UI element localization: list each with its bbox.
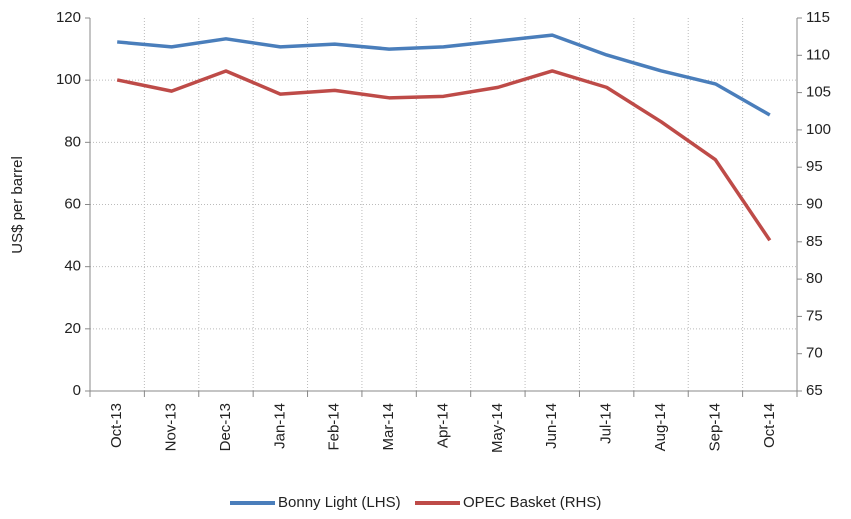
line-series — [117, 33, 771, 117]
y-tick-label: 20 — [64, 320, 81, 337]
x-tick-label: Oct-14 — [761, 403, 778, 448]
y-tick-label: 100 — [56, 71, 81, 88]
y2-tick-label: 100 — [806, 121, 831, 138]
x-tick-label: Jul-14 — [598, 403, 615, 444]
x-tick-label: Dec-13 — [217, 403, 234, 451]
y-tick-label: 40 — [64, 258, 81, 275]
y-tick-label: 80 — [64, 133, 81, 150]
x-tick-label: Jan-14 — [271, 403, 288, 449]
x-tick-label: Aug-14 — [652, 403, 669, 451]
y2-tick-label: 75 — [806, 307, 823, 324]
x-tick-label: Sep-14 — [706, 403, 723, 451]
y-tick-label: 0 — [73, 382, 81, 399]
line-series — [116, 69, 772, 242]
y2-tick-label: 95 — [806, 158, 823, 175]
y2-tick-label: 70 — [806, 345, 823, 362]
y2-tick-label: 110 — [806, 46, 830, 63]
x-tick-label: May-14 — [489, 403, 506, 453]
y2-tick-label: 85 — [806, 233, 823, 250]
legend-label: OPEC Basket (RHS) — [463, 494, 601, 511]
x-tick-label: Nov-13 — [163, 403, 180, 451]
y-axis-label: US$ per barrel — [9, 156, 26, 254]
y-tick-label: 60 — [64, 195, 81, 212]
legend-label: Bonny Light (LHS) — [278, 494, 401, 511]
x-tick-label: Oct-13 — [108, 403, 125, 448]
x-tick-label: Apr-14 — [434, 403, 451, 448]
y2-tick-label: 80 — [806, 270, 823, 287]
x-tick-label: Mar-14 — [380, 403, 397, 451]
y-tick-label: 120 — [56, 9, 81, 26]
y2-tick-label: 115 — [806, 9, 830, 26]
x-tick-label: Feb-14 — [326, 403, 343, 451]
x-tick-label: Jun-14 — [543, 403, 560, 449]
y2-tick-label: 65 — [806, 382, 823, 399]
y2-tick-label: 90 — [806, 195, 823, 212]
y2-tick-label: 105 — [806, 84, 831, 101]
